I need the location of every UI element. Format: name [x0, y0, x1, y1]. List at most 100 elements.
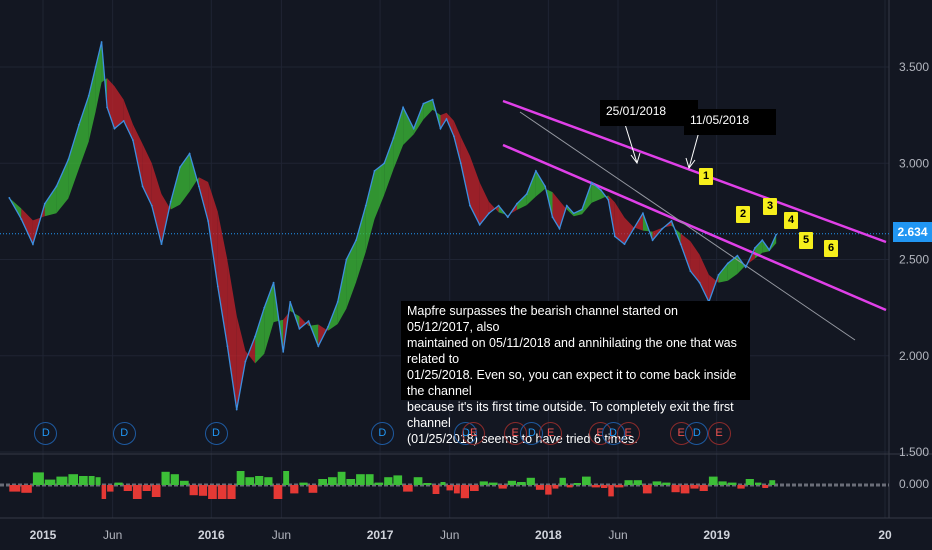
price-point-65	[600, 189, 602, 192]
band-segment-down	[624, 217, 634, 245]
price-point-33	[317, 345, 320, 347]
band-segment-up	[79, 95, 89, 169]
band-segment-up	[44, 186, 57, 217]
oscillator-bar-67	[608, 485, 614, 497]
band-segment-down	[107, 78, 115, 129]
y-tick-label-0: 3.500	[899, 60, 929, 74]
oscillator-bar-3	[32, 472, 44, 485]
price-point-30	[289, 301, 292, 303]
band-segment-up	[365, 170, 375, 252]
oscillator-bar-83	[755, 482, 762, 485]
oscillator-bar-25	[236, 471, 245, 485]
attempt-tag-2: 2	[736, 206, 750, 223]
band-segment-down	[123, 99, 133, 141]
price-point-37	[355, 239, 357, 242]
attempt-tag-3: 3	[763, 198, 777, 215]
oscillator-bar-64	[582, 476, 591, 485]
series-points	[8, 41, 778, 411]
oscillator-bar-58	[535, 485, 545, 490]
oscillator-bar-44	[413, 477, 423, 485]
price-point-58	[544, 185, 547, 188]
oscillator-bar-27	[255, 476, 264, 485]
price-point-57	[535, 170, 537, 172]
price-point-12	[122, 120, 125, 122]
y-tick-label-2: 2.500	[899, 253, 929, 267]
oscillator-bar-61	[559, 477, 566, 485]
event-marker-1[interactable]: D	[112, 422, 136, 445]
price-point-28	[272, 281, 275, 284]
channel-lower-line	[502, 143, 887, 312]
attempt-tag-4: 4	[784, 212, 798, 229]
oscillator-bar-36	[337, 471, 346, 485]
oscillator-bar-56	[517, 482, 526, 485]
annotation-note[interactable]: Mapfre surpasses the bearish channel sta…	[401, 301, 750, 446]
price-point-82	[754, 247, 756, 249]
price-point-9	[100, 41, 103, 43]
x-tick-label-6: 2018	[535, 528, 562, 542]
price-point-43	[412, 127, 415, 130]
price-point-35	[336, 301, 339, 303]
oscillator-bar-57	[526, 477, 535, 485]
oscillator-bar-11	[107, 485, 114, 492]
price-point-42	[402, 106, 404, 109]
band-segment-down	[453, 120, 461, 164]
oscillator-bar-31	[290, 485, 299, 494]
oscillator-bar-77	[699, 485, 708, 491]
price-point-22	[216, 285, 219, 288]
event-marker-2[interactable]: D	[204, 422, 228, 445]
oscillator-bar-73	[662, 482, 671, 485]
price-point-74	[679, 243, 682, 246]
oscillator-bar-43	[403, 485, 413, 492]
x-tick-label-1: Jun	[103, 528, 122, 542]
price-point-3	[43, 202, 46, 205]
y-axis: 3.500 3.000 2.500 2.000 1.500	[899, 60, 929, 459]
oscillator-bar-5	[56, 476, 68, 485]
band-segment-down	[227, 260, 237, 410]
band-segment-up	[68, 124, 79, 199]
price-point-18	[179, 166, 181, 169]
oscillator-pane	[0, 471, 889, 499]
band-segment-up	[517, 194, 527, 210]
event-marker-14[interactable]: E	[707, 422, 731, 445]
event-marker-0[interactable]: D	[34, 422, 58, 445]
event-marker-11[interactable]: E	[616, 422, 640, 445]
price-point-60	[558, 227, 561, 230]
price-point-56	[525, 193, 528, 196]
oscillator-bar-52	[479, 481, 488, 485]
band-segment-up	[526, 170, 536, 206]
price-point-44	[422, 102, 425, 105]
price-point-23	[226, 345, 229, 347]
band-segment-down	[680, 233, 691, 272]
oscillator-bar-70	[633, 480, 642, 485]
oscillator-bar-84	[762, 485, 769, 488]
price-point-50	[469, 204, 471, 207]
band-segment-down	[488, 201, 499, 214]
event-marker-8[interactable]: E	[539, 422, 563, 445]
band-segment-up	[356, 205, 366, 283]
band-segment-up	[95, 42, 102, 112]
oscillator-bar-30	[283, 471, 290, 485]
price-point-75	[689, 270, 692, 272]
oscillator-bar-17	[161, 471, 170, 485]
price-point-15	[150, 204, 153, 207]
event-marker-5[interactable]: E	[462, 422, 486, 445]
band-segment-down	[470, 156, 480, 225]
band-segment-down	[479, 182, 489, 225]
price-point-52	[488, 212, 490, 215]
oscillator-bar-59	[545, 485, 552, 495]
event-marker-3[interactable]: D	[370, 422, 394, 445]
price-point-16	[160, 243, 163, 246]
x-tick-label-4: 2017	[367, 528, 394, 542]
price-point-17	[169, 200, 172, 203]
oscillator-bar-24	[227, 485, 236, 499]
price-point-24	[235, 408, 238, 411]
band-segment-up	[393, 107, 404, 170]
y-tick-label-1: 3.000	[899, 156, 929, 170]
oscillator-bar-16	[151, 485, 161, 497]
price-point-26	[254, 335, 256, 338]
oscillator-bar-20	[189, 485, 198, 496]
band-segment-down	[217, 211, 228, 347]
price-point-61	[565, 204, 568, 207]
price-point-53	[497, 204, 500, 207]
